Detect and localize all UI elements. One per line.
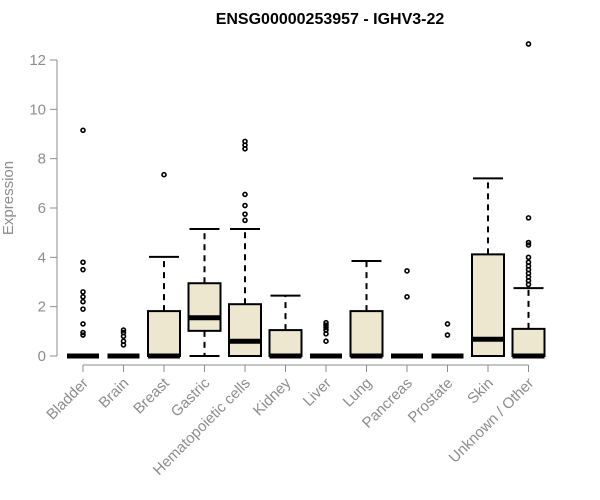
box-group xyxy=(349,260,384,359)
x-category-label: Skin xyxy=(464,375,497,408)
outlier-point xyxy=(80,127,86,134)
box-iqr xyxy=(228,303,262,358)
outlier-point xyxy=(80,329,86,336)
outlier-point xyxy=(242,138,248,145)
outlier-point xyxy=(120,327,127,333)
outlier-point xyxy=(80,289,86,295)
box-group xyxy=(431,321,464,359)
outlier-point xyxy=(444,321,451,327)
y-tick-label: 0 xyxy=(38,348,46,365)
outlier-point xyxy=(525,259,532,266)
outlier-point xyxy=(323,324,329,331)
outlier-point xyxy=(323,338,329,345)
box-group xyxy=(228,138,262,358)
y-axis-label: Expression xyxy=(0,161,17,235)
outlier-point xyxy=(525,254,532,261)
box-group xyxy=(391,268,423,359)
y-tick-label: 12 xyxy=(29,52,46,69)
box-group xyxy=(187,227,222,357)
box-iqr xyxy=(268,329,303,358)
outlier-point xyxy=(161,171,167,178)
outlier-point xyxy=(80,298,86,305)
x-category-label: Kidney xyxy=(250,374,295,419)
outlier-point xyxy=(80,332,86,338)
outlier-point xyxy=(80,266,86,273)
outlier-point xyxy=(323,327,329,333)
outlier-point xyxy=(525,242,532,248)
chart-title: ENSG00000253957 - IGHV3-22 xyxy=(216,11,445,28)
outlier-point xyxy=(323,322,329,328)
y-tick-label: 4 xyxy=(38,249,46,266)
outlier-point xyxy=(120,329,127,336)
box-group xyxy=(147,171,181,359)
box-iqr xyxy=(349,310,384,357)
outlier-point xyxy=(242,217,248,224)
box-group xyxy=(107,327,140,359)
outlier-point xyxy=(444,332,451,338)
outlier-point xyxy=(525,41,532,47)
outlier-point xyxy=(242,191,248,198)
outlier-point xyxy=(80,306,86,312)
box-series xyxy=(67,41,546,359)
outlier-point xyxy=(404,268,410,274)
outlier-point xyxy=(525,215,532,221)
box-iqr xyxy=(511,327,546,358)
outlier-point xyxy=(242,211,248,217)
outlier-point xyxy=(525,239,532,246)
box-group xyxy=(511,41,546,359)
y-tick-label: 2 xyxy=(38,299,46,316)
x-category-label: Brain xyxy=(96,375,133,412)
outlier-point xyxy=(404,293,410,300)
y-axis: 0 2 4 6 8 10 12 xyxy=(29,52,58,365)
box-group xyxy=(310,319,342,359)
outlier-point xyxy=(242,202,248,209)
x-category-label: Prostate xyxy=(405,375,457,427)
outlier-point xyxy=(120,338,127,345)
outlier-point xyxy=(80,259,86,266)
x-category-label: Lung xyxy=(340,375,376,411)
outlier-point xyxy=(323,319,329,326)
y-tick-label: 6 xyxy=(38,200,46,217)
outlier-point xyxy=(80,293,86,300)
y-tick-label: 8 xyxy=(38,151,46,168)
box-group xyxy=(471,177,505,357)
x-category-label: Breast xyxy=(130,374,173,417)
x-category-label: Liver xyxy=(300,375,335,410)
box-group xyxy=(67,127,99,359)
box-iqr xyxy=(147,310,181,357)
y-tick-label: 10 xyxy=(29,101,46,118)
box-group xyxy=(268,294,303,359)
box-iqr xyxy=(187,282,222,332)
outlier-point xyxy=(80,321,86,327)
x-category-label: Bladder xyxy=(43,375,92,424)
